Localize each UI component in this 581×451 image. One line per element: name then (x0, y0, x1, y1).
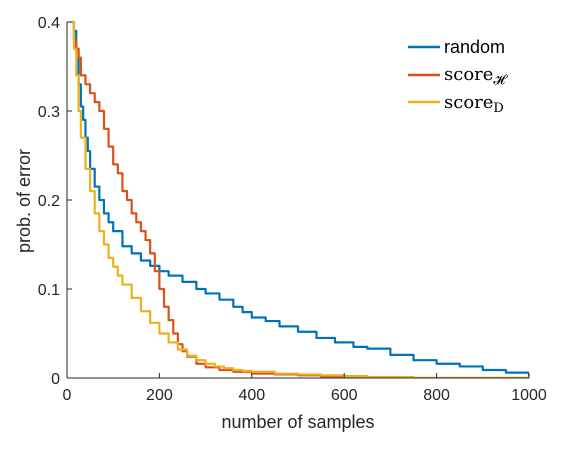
legend-label-random: random (444, 37, 505, 57)
legend-score-d-sub: D (493, 101, 503, 116)
legend-score-h-base: score (444, 64, 493, 85)
series-layer (71, 20, 529, 378)
x-axis-label: number of samples (221, 412, 374, 432)
legend: random score𝓗 scoreD (408, 37, 508, 116)
ticks-layer: 0 200 400 600 800 1000 0 0.1 0.2 0.3 0.4 (38, 15, 547, 404)
x-tick-label: 400 (238, 387, 265, 404)
y-tick-label: 0 (51, 371, 60, 388)
y-tick-label: 0.4 (38, 15, 60, 32)
y-tick-label: 0.3 (38, 104, 60, 121)
y-tick-label: 0.2 (38, 193, 60, 210)
y-axis-label: prob. of error (14, 149, 34, 253)
x-tick-label: 1000 (511, 387, 547, 404)
x-tick-label: 0 (63, 387, 72, 404)
legend-label-score-h: score𝓗 (444, 64, 508, 88)
x-tick-label: 600 (331, 387, 358, 404)
series-line-score-d (71, 20, 529, 378)
x-tick-label: 800 (423, 387, 450, 404)
y-tick-label: 0.1 (38, 282, 60, 299)
legend-label-score-d: scoreD (444, 92, 504, 116)
plot-area (67, 22, 529, 378)
plot-background (67, 22, 529, 378)
legend-score-d-base: score (444, 92, 493, 113)
x-tick-label: 200 (146, 387, 173, 404)
series-line-random (71, 20, 529, 377)
legend-score-h-sub: 𝓗 (493, 73, 508, 88)
